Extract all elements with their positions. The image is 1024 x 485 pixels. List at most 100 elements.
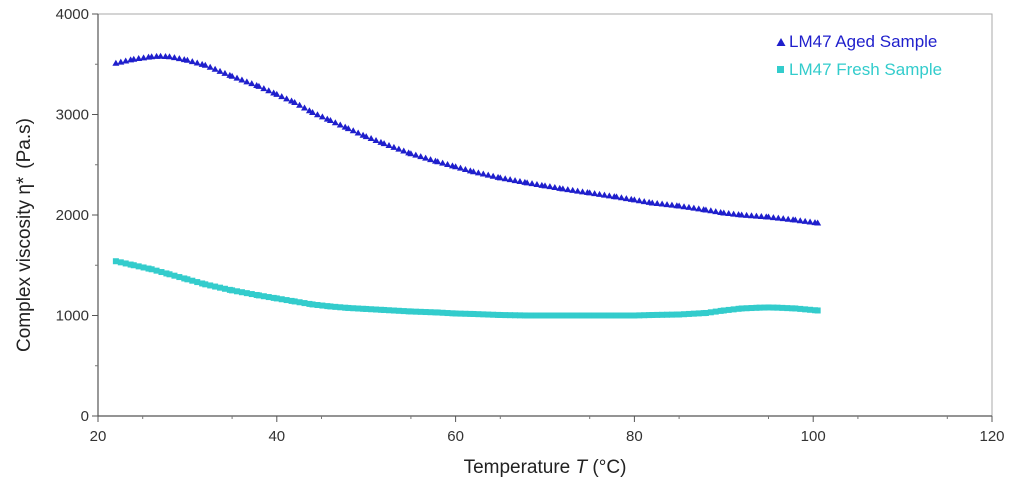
data-point [738,211,746,218]
y-tick-label: 4000 [56,6,89,23]
data-point [663,201,671,208]
data-point [564,312,571,319]
data-point [238,289,245,296]
series-aged [112,52,822,226]
data-point [243,78,251,85]
data-point [301,300,308,307]
data-point [372,136,380,143]
data-point [273,90,281,97]
data-point [470,310,477,317]
data-point [752,212,760,219]
data-point [130,262,137,269]
legend: LM47 Aged Sample LM47 Fresh Sample [776,32,942,79]
data-point [417,308,424,315]
data-point [157,52,165,59]
data-point [170,54,178,61]
data-point [221,285,228,292]
data-point [653,199,661,206]
x-tick-label: 40 [268,428,285,445]
data-point [336,121,344,128]
data-point [212,283,219,290]
data-point [695,310,702,317]
data-point [122,57,130,64]
data-point [797,305,804,312]
x-axis-title: Temperature T (°C) [464,457,627,478]
data-point [474,169,482,176]
data-point [648,199,656,206]
data-point [496,174,504,181]
data-point [145,265,152,272]
y-axis-title-symbol: η* [14,176,35,195]
data-point [140,264,147,271]
data-point [332,303,339,310]
data-point [769,214,777,221]
data-point [342,304,349,311]
data-point [193,59,201,66]
data-point [422,154,430,161]
data-point [301,104,309,111]
data-point [807,306,814,313]
data-point [779,215,787,222]
legend-marker-fresh [777,66,784,73]
data-point [373,306,380,313]
data-point [617,194,625,201]
data-point [605,192,613,199]
data-point [501,175,509,182]
data-point [163,270,170,277]
data-point [574,187,582,194]
data-point [199,280,206,287]
data-point [345,304,352,311]
data-point [796,217,804,224]
data-point [229,287,236,294]
data-point [658,200,666,207]
data-point [475,311,482,318]
data-point [712,308,719,315]
data-point [569,312,576,319]
data-point [748,305,755,312]
data-point [542,312,548,319]
data-point [444,160,452,167]
data-point [189,277,196,284]
legend-label-fresh: LM47 Fresh Sample [789,60,942,79]
data-point [417,153,425,160]
data-point [228,72,236,79]
data-point [596,312,603,319]
data-point [291,298,298,305]
y-axis-title-unit: (Pa.s) [14,118,35,169]
data-point [529,312,536,319]
data-point [395,145,403,152]
data-point [690,204,698,211]
data-point [596,190,604,197]
data-point [233,74,241,81]
data-point [176,274,183,281]
data-point [528,180,536,187]
data-point [485,311,492,318]
data-point [452,310,459,317]
data-point [631,312,638,319]
x-tick-label: 100 [801,428,826,445]
data-point [789,305,796,312]
data-point [248,80,256,87]
data-point [194,279,201,286]
data-point [641,312,648,319]
data-point [243,290,250,297]
data-point [140,54,148,61]
data-point [201,61,209,68]
data-point [756,304,763,311]
data-point [753,304,760,311]
data-point [238,76,246,83]
data-point [506,176,514,183]
data-point [680,203,688,210]
data-point [618,312,625,319]
data-point [270,294,277,301]
data-point [148,53,156,60]
data-point [166,271,173,278]
legend-marker-aged [776,38,786,46]
data-point [606,312,613,319]
data-point [675,202,683,209]
data-point [400,308,407,315]
data-point [283,95,291,102]
data-point [395,307,402,314]
data-point [533,180,541,187]
